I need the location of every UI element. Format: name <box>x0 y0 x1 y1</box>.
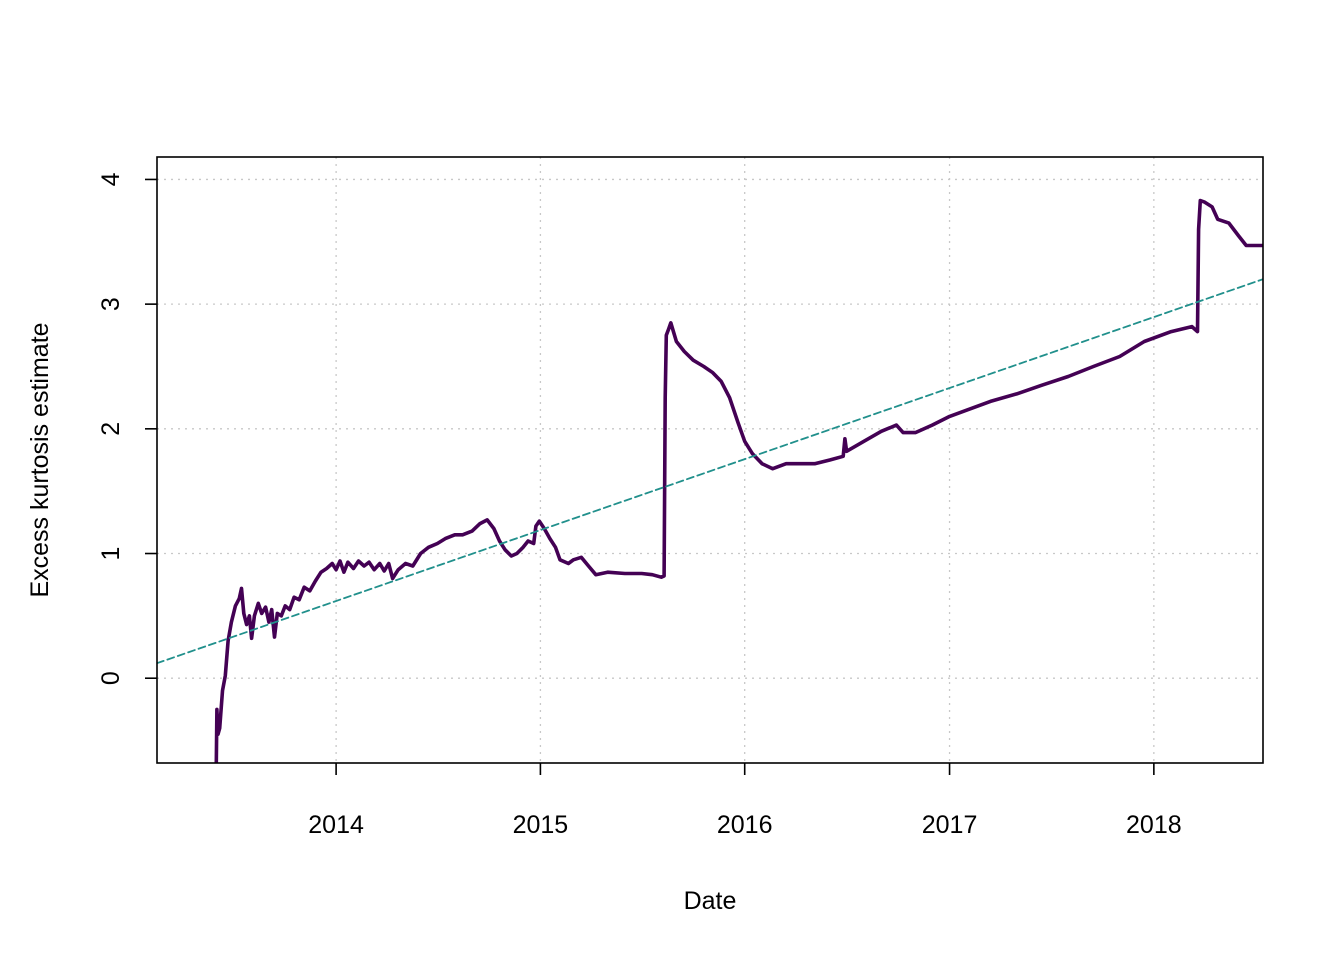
trend-line <box>157 278 1263 665</box>
x-tick-label: 2018 <box>1126 811 1182 839</box>
x-axis-label: Date <box>684 887 737 915</box>
x-tick-label: 2016 <box>717 811 773 839</box>
y-tick-label: 2 <box>97 422 125 436</box>
y-axis-label: Excess kurtosis estimate <box>26 322 54 597</box>
y-tick-label: 0 <box>97 671 125 685</box>
y-tick-label: 4 <box>97 172 125 186</box>
series-group <box>157 198 1263 763</box>
x-tick-label: 2015 <box>513 811 569 839</box>
y-tick-label: 1 <box>97 547 125 561</box>
series-line <box>214 198 1263 763</box>
grid-lines <box>157 157 1263 763</box>
plot-frame <box>156 156 1264 764</box>
x-tick-label: 2017 <box>922 811 978 839</box>
x-tick-label: 2014 <box>308 811 364 839</box>
y-tick-label: 3 <box>97 297 125 311</box>
y-axis: 0 1 2 3 4 <box>97 172 157 685</box>
x-axis: 2014 2015 2016 2017 2018 <box>308 763 1182 839</box>
